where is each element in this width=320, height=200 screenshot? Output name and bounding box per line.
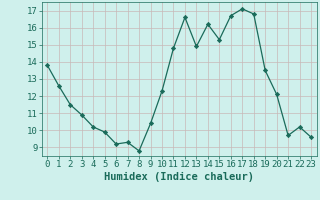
X-axis label: Humidex (Indice chaleur): Humidex (Indice chaleur)	[104, 172, 254, 182]
